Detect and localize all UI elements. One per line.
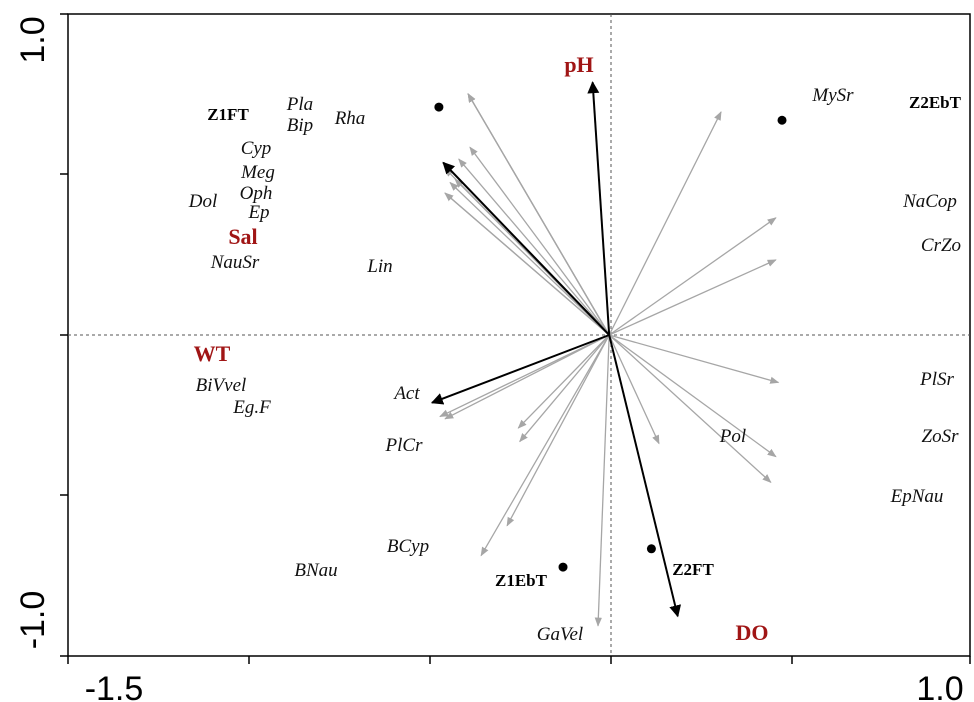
x-tick-label-max: 1.0 [916,670,963,702]
site-point-z2ebt [777,115,787,125]
site-point-z1ft [434,102,444,112]
species-arrow-bnau [480,334,610,557]
environment-vectors [430,81,682,618]
env-label-ph: pH [564,52,593,77]
species-label-nacop: NaCop [902,191,957,212]
y-axis-ticks [60,13,68,657]
species-arrow-oph [449,181,610,336]
species-arrow-epnau [608,334,772,483]
species-arrow-bivvel [444,334,610,420]
env-arrow-do [608,334,682,618]
species-label-pla: Pla [286,94,313,115]
env-label-sal: Sal [228,224,257,249]
site-point-z2ft [646,544,656,554]
species-arrow-ep [444,192,610,336]
species-arrow-rha [467,93,610,336]
y-tick-label-max: 1.0 [14,16,52,63]
species-arrow-plsr [609,334,780,384]
species-label-bivvel: BiVvel [196,375,247,396]
species-label-bip: Bip [287,115,313,136]
env-label-wt: WT [194,341,231,366]
species-label-ep: Ep [247,202,269,223]
species-label-oph: Oph [240,183,273,204]
env-arrow-ph [587,81,611,336]
species-label-zosr: ZoSr [922,426,960,447]
species-label-eg-f: Eg.F [232,397,271,418]
site-label-z2ebt: Z2EbT [909,93,962,112]
x-tick-label-min: -1.5 [85,670,144,702]
species-label-act: Act [392,383,420,404]
species-arrow-crzo [608,259,777,336]
site-point-z1ebt [558,562,568,572]
species-label-meg: Meg [240,162,275,183]
y-tick-label-min: -1.0 [14,591,52,650]
env-label-do: DO [736,620,769,645]
species-label-pol: Pol [719,426,746,447]
species-label-epnau: EpNau [890,486,944,507]
env-arrow-sal [442,161,610,336]
species-arrow-cyp [469,146,610,336]
species-label-nausr: NauSr [210,252,260,273]
species-label-crzo: CrZo [921,235,961,256]
species-label-plsr: PlSr [919,369,954,390]
species-label-bcyp: BCyp [387,536,429,557]
species-label-dol: Dol [188,191,218,212]
species-label-rha: Rha [334,108,366,129]
site-label-z2ft: Z2FT [672,560,714,579]
species-arrow-mysr [608,111,722,336]
species-label-bnau: BNau [294,560,337,581]
species-arrow-plcr [519,334,610,443]
species-arrow-nacop [608,217,777,336]
env-arrow-wt [430,334,610,405]
x-axis-ticks [67,656,971,664]
site-label-z1ebt: Z1EbT [495,571,548,590]
species-label-gavel: GaVel [537,624,583,645]
species-label-plcr: PlCr [385,435,424,456]
species-label-cyp: Cyp [241,138,272,159]
species-arrow-gavel [594,334,610,627]
species-arrow-bcyp [506,334,610,527]
species-arrow-act [517,334,610,429]
species-label-lin: Lin [366,256,392,277]
species-arrow-zosr [608,334,777,458]
species-arrow-pol [608,334,660,445]
site-label-z1ft: Z1FT [207,105,249,124]
species-label-mysr: MySr [811,85,854,106]
species-arrow-meg [458,158,610,336]
species-vectors [439,93,780,627]
species-arrow-eg-f [439,334,610,418]
site-points [434,102,787,572]
